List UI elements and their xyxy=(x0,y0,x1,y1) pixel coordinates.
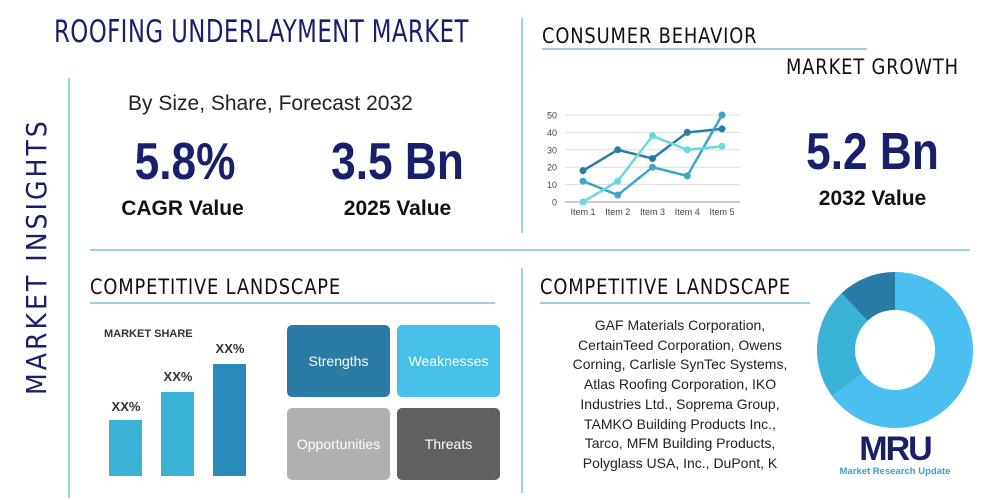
swot-threats: Threats xyxy=(397,408,500,480)
x-tick-label: Item 5 xyxy=(709,207,734,217)
logo-name: Market Research Update xyxy=(839,466,951,477)
swot-opportunities: Opportunities xyxy=(287,408,390,480)
data-point xyxy=(649,132,656,140)
competitive-right-underline xyxy=(540,302,810,304)
logo: MRU Market Research Update xyxy=(830,432,960,477)
bottom-divider xyxy=(521,268,523,493)
current-label: 2025 Value xyxy=(343,197,452,220)
x-tick-label: Item 1 xyxy=(570,207,595,217)
data-point xyxy=(649,155,656,162)
swot-strengths: Strengths xyxy=(287,325,390,397)
data-point xyxy=(614,177,622,185)
subtitle: By Size, Share, Forecast 2032 xyxy=(128,92,413,115)
y-tick-label: 50 xyxy=(547,111,557,121)
logo-mark: MRU xyxy=(859,430,932,468)
y-tick-label: 10 xyxy=(547,180,557,190)
donut-slice-3 xyxy=(841,272,895,321)
market-share-title: MARKET SHARE xyxy=(104,328,193,340)
middle-divider xyxy=(90,249,970,251)
data-point xyxy=(614,146,622,154)
share-label-1: XX% xyxy=(111,399,141,414)
data-point xyxy=(718,125,726,133)
data-point xyxy=(614,191,622,199)
competitive-left-underline xyxy=(90,302,495,304)
x-tick-label: Item 2 xyxy=(605,207,630,217)
share-label-3: XX% xyxy=(215,341,245,356)
swot-weaknesses: Weaknesses xyxy=(397,325,500,397)
y-tick-label: 20 xyxy=(547,163,557,173)
donut-slice-1 xyxy=(831,272,973,428)
data-point xyxy=(649,163,656,171)
top-divider xyxy=(521,18,523,233)
data-point xyxy=(683,146,691,154)
consumer-heading: CONSUMER BEHAVIOR xyxy=(542,24,758,48)
y-tick-label: 0 xyxy=(552,198,557,208)
share-bar-2 xyxy=(161,392,194,476)
x-tick-label: Item 3 xyxy=(640,207,665,217)
donut-slice-2 xyxy=(817,293,868,396)
data-point xyxy=(718,111,726,119)
line-chart: 0 10 20 30 40 50 Item 1 Item 2 Item 3 Item 4 Item … xyxy=(547,111,740,217)
share-label-2: XX% xyxy=(163,369,193,384)
current-value: 3.5 Bn xyxy=(331,133,464,191)
side-divider xyxy=(68,78,70,498)
cagr-label: CAGR Value xyxy=(121,197,244,220)
company-list: GAF Materials Corporation, CertainTeed C… xyxy=(572,317,788,471)
y-tick-label: 40 xyxy=(547,128,557,138)
forecast-value: 5.2 Bn xyxy=(806,123,939,181)
donut-chart xyxy=(817,272,973,428)
data-point xyxy=(683,172,691,180)
data-point xyxy=(579,167,587,175)
data-point xyxy=(718,142,726,150)
forecast-label: 2032 Value xyxy=(818,187,927,210)
data-point xyxy=(683,128,691,136)
y-tick-label: 30 xyxy=(547,145,557,155)
competitive-left-heading: COMPETITIVE LANDSCAPE xyxy=(90,275,342,299)
cagr-value: 5.8% xyxy=(134,133,236,191)
x-tick-label: Item 4 xyxy=(675,207,700,217)
side-label: MARKET INSIGHTS xyxy=(20,118,53,395)
share-bar-3 xyxy=(213,364,246,476)
consumer-underline xyxy=(542,48,867,50)
data-point xyxy=(579,177,587,185)
data-point xyxy=(579,198,587,206)
share-bar-1 xyxy=(109,420,142,476)
page-title: ROOFING UNDERLAYMENT MARKET xyxy=(54,14,469,50)
competitive-right-heading: COMPETITIVE LANDSCAPE xyxy=(540,275,792,299)
growth-heading: MARKET GROWTH xyxy=(786,55,959,79)
